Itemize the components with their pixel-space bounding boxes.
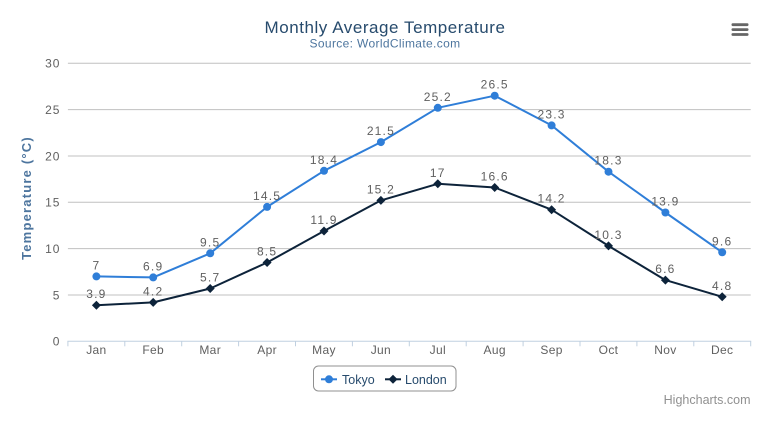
svg-text:15.2: 15.2 [367,182,395,196]
svg-text:25: 25 [45,103,60,117]
svg-text:14.5: 14.5 [253,189,281,203]
svg-text:Aug: Aug [483,343,505,357]
svg-text:Sep: Sep [540,343,562,357]
svg-text:Oct: Oct [599,343,619,357]
svg-text:9.5: 9.5 [200,235,220,249]
svg-text:20: 20 [45,149,60,163]
svg-text:London: London [405,373,447,387]
svg-text:23.3: 23.3 [538,107,566,121]
svg-text:10.3: 10.3 [594,228,622,242]
svg-text:14.2: 14.2 [538,192,566,206]
svg-text:Dec: Dec [711,343,733,357]
svg-text:May: May [312,343,336,357]
svg-text:Jan: Jan [86,343,106,357]
svg-text:16.6: 16.6 [481,170,509,184]
svg-text:Feb: Feb [142,343,164,357]
svg-text:21.5: 21.5 [367,124,395,138]
svg-text:3.9: 3.9 [86,287,106,301]
svg-text:25.2: 25.2 [424,90,452,104]
svg-text:5.7: 5.7 [200,271,220,285]
svg-text:Tokyo: Tokyo [342,373,375,387]
svg-text:Mar: Mar [199,343,221,357]
svg-text:10: 10 [45,242,60,256]
svg-text:Jul: Jul [430,343,446,357]
svg-text:7: 7 [92,258,100,272]
svg-text:4.2: 4.2 [143,284,163,298]
svg-text:17: 17 [430,166,446,180]
svg-text:13.9: 13.9 [651,195,679,209]
svg-text:Highcharts.com: Highcharts.com [664,393,751,407]
svg-text:18.3: 18.3 [594,154,622,168]
svg-text:9.6: 9.6 [712,234,732,248]
svg-text:Temperature (°C): Temperature (°C) [19,136,34,260]
svg-text:18.4: 18.4 [310,153,338,167]
svg-text:15: 15 [45,196,60,210]
svg-text:Source: WorldClimate.com: Source: WorldClimate.com [310,37,461,51]
svg-text:5: 5 [53,288,61,302]
svg-text:6.9: 6.9 [143,259,163,273]
svg-text:Jun: Jun [371,343,391,357]
svg-text:8.5: 8.5 [257,245,277,259]
svg-text:Monthly Average Temperature: Monthly Average Temperature [264,18,505,37]
svg-text:Apr: Apr [257,343,277,357]
svg-text:11.9: 11.9 [310,213,337,227]
svg-text:30: 30 [45,57,60,71]
svg-text:6.6: 6.6 [655,262,675,276]
svg-text:4.8: 4.8 [712,279,732,293]
svg-text:Nov: Nov [654,343,676,357]
svg-text:0: 0 [53,335,61,349]
svg-text:26.5: 26.5 [481,78,509,92]
